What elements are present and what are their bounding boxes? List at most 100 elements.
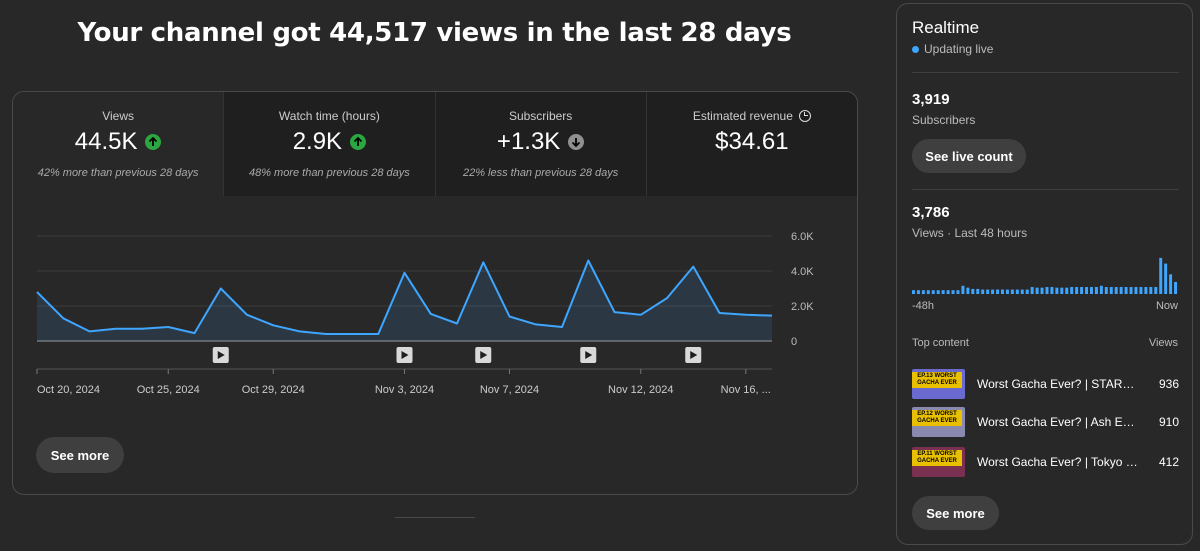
realtime-bar[interactable] xyxy=(961,285,965,294)
realtime-bar[interactable] xyxy=(936,290,940,294)
realtime-bar[interactable] xyxy=(1030,287,1034,294)
data-point[interactable] xyxy=(556,321,568,333)
realtime-bar[interactable] xyxy=(1050,287,1054,294)
realtime-bar[interactable] xyxy=(1109,287,1113,294)
realtime-bar[interactable] xyxy=(1129,287,1133,294)
realtime-bar[interactable] xyxy=(941,290,945,294)
data-point[interactable] xyxy=(477,256,489,268)
realtime-bar[interactable] xyxy=(1085,287,1089,294)
realtime-bar[interactable] xyxy=(1020,289,1024,294)
realtime-bar[interactable] xyxy=(1070,287,1074,294)
data-point[interactable] xyxy=(110,323,122,335)
realtime-bar[interactable] xyxy=(1164,263,1168,294)
realtime-bar[interactable] xyxy=(912,290,915,294)
realtime-bar[interactable] xyxy=(986,289,990,294)
realtime-bar[interactable] xyxy=(1035,287,1039,294)
data-point[interactable] xyxy=(425,308,437,320)
data-point[interactable] xyxy=(687,261,699,273)
data-point[interactable] xyxy=(451,318,463,330)
video-title: Worst Gacha Ever? | STARSEED Asnia Trigg… xyxy=(977,377,1149,391)
realtime-bar[interactable] xyxy=(956,290,960,294)
see-more-button[interactable]: See more xyxy=(36,437,124,473)
realtime-bar[interactable] xyxy=(1040,287,1044,294)
realtime-bar[interactable] xyxy=(1154,287,1158,294)
realtime-bar[interactable] xyxy=(1159,257,1163,294)
data-point[interactable] xyxy=(372,328,384,340)
realtime-bar[interactable] xyxy=(1090,287,1093,294)
realtime-bar-chart[interactable] xyxy=(912,254,1179,294)
realtime-bar[interactable] xyxy=(991,289,995,294)
realtime-bar[interactable] xyxy=(1001,289,1004,294)
realtime-bar[interactable] xyxy=(1174,281,1178,294)
realtime-bar[interactable] xyxy=(1114,287,1118,294)
data-point[interactable] xyxy=(57,312,69,324)
realtime-bar[interactable] xyxy=(1045,287,1049,294)
top-content-item[interactable]: EP.12 WORST GACHA EVER Worst Gacha Ever?… xyxy=(912,407,1179,437)
realtime-see-more-button[interactable]: See more xyxy=(912,496,999,530)
realtime-bar[interactable] xyxy=(1094,287,1098,294)
arrow-down-icon xyxy=(568,134,585,150)
y-tick-label: 0 xyxy=(791,336,797,348)
realtime-bar[interactable] xyxy=(1124,287,1128,294)
realtime-bar[interactable] xyxy=(1104,287,1108,294)
realtime-bar[interactable] xyxy=(1144,287,1148,294)
realtime-bar[interactable] xyxy=(971,288,975,294)
realtime-bar[interactable] xyxy=(1134,287,1138,294)
data-point[interactable] xyxy=(31,286,43,298)
metric-tab-revenue[interactable]: Estimated revenue $34.61 xyxy=(646,92,857,196)
realtime-bar[interactable] xyxy=(931,290,935,294)
realtime-bar[interactable] xyxy=(981,289,985,294)
data-point[interactable] xyxy=(766,310,778,322)
data-point[interactable] xyxy=(740,309,752,321)
realtime-bar[interactable] xyxy=(1099,285,1103,294)
data-point[interactable] xyxy=(267,319,279,331)
realtime-bar[interactable] xyxy=(976,288,980,294)
realtime-bar[interactable] xyxy=(1060,287,1064,294)
top-content-item[interactable]: EP.13 WORST GACHA EVER Worst Gacha Ever?… xyxy=(912,369,1179,399)
data-point[interactable] xyxy=(189,327,201,339)
realtime-bar[interactable] xyxy=(1139,287,1143,294)
data-point[interactable] xyxy=(661,292,673,304)
realtime-bar[interactable] xyxy=(996,289,1000,294)
data-point[interactable] xyxy=(714,307,726,319)
data-point[interactable] xyxy=(530,318,542,330)
realtime-bar[interactable] xyxy=(1055,287,1059,294)
see-live-count-button[interactable]: See live count xyxy=(912,139,1026,173)
top-content-item[interactable]: EP.11 WORST GACHA EVER Worst Gacha Ever?… xyxy=(912,447,1179,477)
realtime-bar[interactable] xyxy=(1149,287,1153,294)
realtime-bar[interactable] xyxy=(1080,287,1084,294)
realtime-bar[interactable] xyxy=(1075,287,1079,294)
data-point[interactable] xyxy=(162,321,174,333)
metric-tab-subscribers[interactable]: Subscribers +1.3K 22% less than previous… xyxy=(435,92,647,196)
realtime-bar[interactable] xyxy=(951,290,955,294)
data-point[interactable] xyxy=(635,309,647,321)
data-point[interactable] xyxy=(84,325,96,337)
realtime-bar[interactable] xyxy=(1169,274,1173,294)
realtime-bar[interactable] xyxy=(1025,289,1029,294)
realtime-bar[interactable] xyxy=(921,290,925,294)
data-point[interactable] xyxy=(215,283,227,295)
realtime-bar[interactable] xyxy=(1119,287,1123,294)
data-point[interactable] xyxy=(294,325,306,337)
realtime-bar[interactable] xyxy=(926,290,930,294)
data-point[interactable] xyxy=(136,323,148,335)
data-point[interactable] xyxy=(346,328,358,340)
realtime-bar[interactable] xyxy=(1065,287,1069,294)
video-views: 412 xyxy=(1158,455,1179,469)
metric-comparison: 22% less than previous 28 days xyxy=(462,167,619,179)
data-point[interactable] xyxy=(609,306,621,318)
realtime-bar[interactable] xyxy=(946,290,950,294)
realtime-bar[interactable] xyxy=(1005,289,1009,294)
views-line xyxy=(36,259,773,335)
metric-tab-watch-time[interactable]: Watch time (hours) 2.9K 48% more than pr… xyxy=(224,92,436,196)
realtime-bar[interactable] xyxy=(916,290,920,294)
realtime-bar[interactable] xyxy=(1015,289,1019,294)
data-point[interactable] xyxy=(320,328,332,340)
data-point[interactable] xyxy=(399,267,411,279)
realtime-bar[interactable] xyxy=(966,287,970,294)
data-point[interactable] xyxy=(582,255,594,267)
metric-tab-views[interactable]: Views 44.5K 42% more than previous 28 da… xyxy=(13,92,225,196)
realtime-bar[interactable] xyxy=(1010,289,1014,294)
data-point[interactable] xyxy=(241,309,253,321)
data-point[interactable] xyxy=(504,311,516,323)
